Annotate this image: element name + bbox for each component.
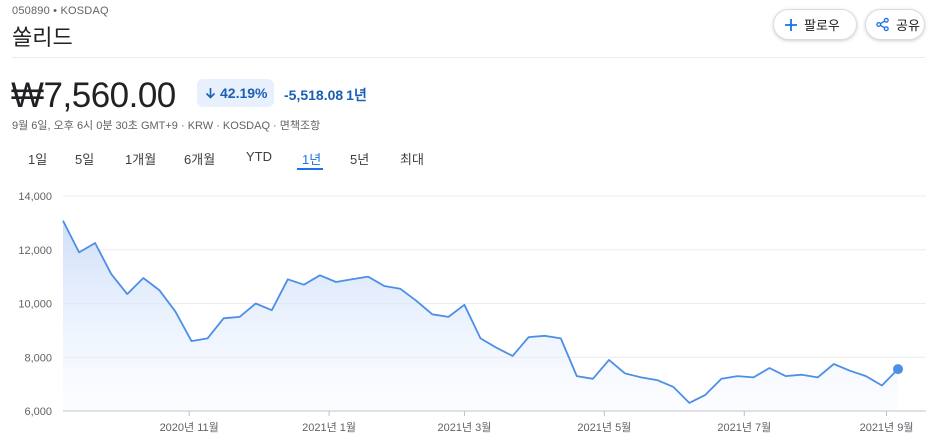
tab-6m[interactable]: 6개월 [184,152,216,167]
tab-5d[interactable]: 5일 [75,152,95,167]
x-tick-label: 2020년 11월 [160,421,219,434]
x-tick-label: 2021년 7월 [717,421,771,434]
arrow-down-icon [205,88,216,99]
y-tick-label: 10,000 [18,299,52,311]
price-chart[interactable]: 14,000 12,000 10,000 8,000 6,000 2020년 11월 20… [0,180,929,443]
x-tick-label: 2021년 9월 [860,421,914,434]
tab-1d[interactable]: 1일 [28,152,48,167]
follow-button[interactable]: 팔로우 [773,9,857,40]
header-divider [12,57,925,58]
company-name: 쏠리드 [12,25,73,50]
tab-5y[interactable]: 5년 [350,152,370,167]
quote-meta: 9월 6일, 오후 6시 0분 30초 GMT+9 · KRW · KOSDAQ… [12,120,321,132]
current-price: ₩7,560.00 [11,76,176,115]
share-icon [876,17,889,32]
share-label: 공유 [896,18,920,33]
percent-change-badge: 42.19% [197,79,274,107]
active-tab-underline [297,168,323,170]
change-period: 1년 [346,87,367,103]
tab-1y[interactable]: 1년 [302,152,322,167]
tab-max[interactable]: 최대 [400,152,424,167]
tab-ytd[interactable]: YTD [246,149,272,164]
plus-icon [785,18,797,31]
price-line [62,220,899,404]
percent-change: 42.19% [220,85,268,101]
follow-label: 팔로우 [804,18,840,33]
price-area-fill [63,220,898,411]
y-tick-label: 8,000 [24,352,52,364]
absolute-change: -5,518.08 1년 [284,85,367,105]
current-price-marker [893,364,903,375]
y-tick-label: 6,000 [24,406,52,418]
y-tick-label: 12,000 [18,245,52,257]
share-button[interactable]: 공유 [865,9,925,40]
absolute-change-value: -5,518.08 [284,87,344,103]
ticker-exchange: 050890 • KOSDAQ [12,5,109,17]
tab-1m[interactable]: 1개월 [125,152,157,167]
y-tick-label: 14,000 [18,191,52,203]
x-tick-label: 2021년 3월 [437,421,491,434]
x-tick-label: 2021년 5월 [577,421,631,434]
x-tick-label: 2021년 1월 [302,421,356,434]
